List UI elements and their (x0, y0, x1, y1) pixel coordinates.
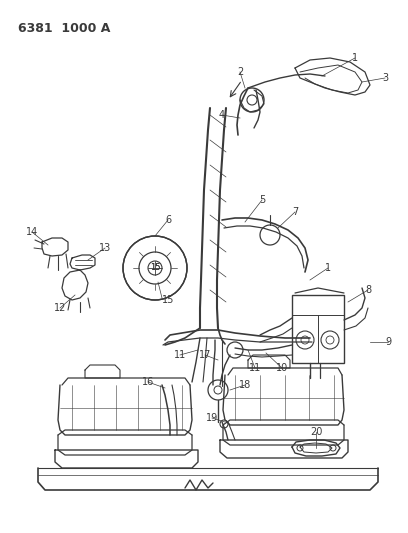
Text: 12: 12 (54, 303, 66, 313)
Text: 11: 11 (174, 350, 186, 360)
Text: 20: 20 (310, 427, 322, 437)
Circle shape (148, 261, 162, 275)
Text: 14: 14 (26, 227, 38, 237)
Text: 18: 18 (239, 380, 251, 390)
Text: 13: 13 (99, 243, 111, 253)
Circle shape (208, 380, 228, 400)
Text: 1: 1 (325, 263, 331, 273)
Text: 9: 9 (385, 337, 391, 347)
Text: 2: 2 (237, 67, 243, 77)
FancyBboxPatch shape (292, 295, 344, 363)
Text: 17: 17 (199, 350, 211, 360)
Text: 5: 5 (259, 195, 265, 205)
Text: 6381  1000 A: 6381 1000 A (18, 22, 111, 35)
Text: 15: 15 (150, 263, 160, 272)
Text: 7: 7 (292, 207, 298, 217)
Text: 6: 6 (165, 215, 171, 225)
Text: 15: 15 (162, 295, 174, 305)
Text: 3: 3 (382, 73, 388, 83)
Circle shape (296, 331, 314, 349)
Text: 19: 19 (206, 413, 218, 423)
Text: 15: 15 (150, 263, 160, 272)
Circle shape (321, 331, 339, 349)
Text: 1: 1 (352, 53, 358, 63)
Text: 10: 10 (276, 363, 288, 373)
Text: 8: 8 (365, 285, 371, 295)
Text: 16: 16 (142, 377, 154, 387)
Text: 4: 4 (219, 110, 225, 120)
Text: 11: 11 (249, 363, 261, 373)
